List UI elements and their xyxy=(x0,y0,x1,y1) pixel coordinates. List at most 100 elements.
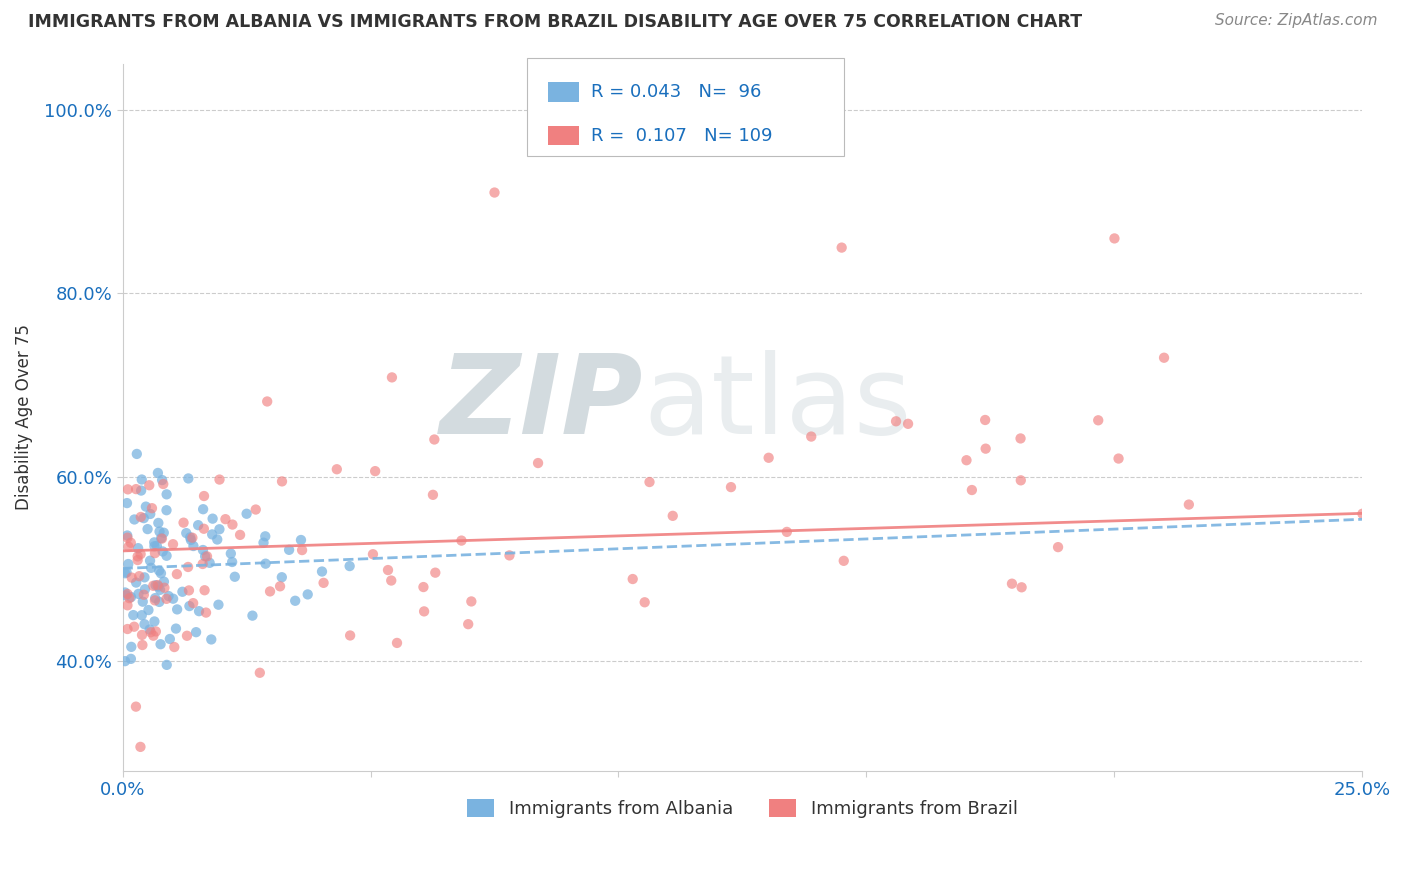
Point xyxy=(117,557,139,571)
Point xyxy=(960,483,983,497)
Point xyxy=(146,539,169,553)
Point xyxy=(270,570,292,584)
Point xyxy=(149,637,172,651)
Point xyxy=(364,464,387,478)
Point xyxy=(143,535,166,549)
Point xyxy=(207,598,229,612)
Point xyxy=(132,588,155,602)
Point xyxy=(124,512,146,526)
Point xyxy=(127,549,149,564)
Point xyxy=(131,608,153,623)
Point xyxy=(897,417,920,431)
Point xyxy=(131,628,153,642)
Point xyxy=(114,589,136,603)
Point xyxy=(423,433,446,447)
Point xyxy=(1004,800,1026,814)
Point xyxy=(153,581,176,595)
Point xyxy=(132,595,155,609)
Point xyxy=(249,665,271,680)
Point xyxy=(242,608,264,623)
Point xyxy=(974,413,997,427)
Point xyxy=(412,580,434,594)
Point xyxy=(148,564,170,578)
Point xyxy=(163,640,186,654)
Text: R =  0.107   N= 109: R = 0.107 N= 109 xyxy=(591,127,772,145)
Point xyxy=(132,511,155,525)
Point xyxy=(200,632,222,647)
Point xyxy=(457,617,479,632)
Point xyxy=(134,582,156,597)
Point xyxy=(145,624,167,639)
Point xyxy=(290,533,312,547)
Point xyxy=(114,585,136,599)
Point xyxy=(139,625,162,640)
Point xyxy=(165,622,187,636)
Point xyxy=(312,575,335,590)
Point xyxy=(134,570,156,584)
Point xyxy=(156,657,179,672)
Point xyxy=(380,574,402,588)
Point xyxy=(484,186,506,200)
Point xyxy=(245,502,267,516)
Point xyxy=(129,483,152,498)
Point xyxy=(166,567,188,582)
Point xyxy=(208,473,231,487)
Point xyxy=(162,537,184,551)
Point xyxy=(143,546,166,560)
Point xyxy=(127,587,149,601)
Point xyxy=(180,533,202,547)
Point xyxy=(884,414,907,428)
Point xyxy=(831,241,853,255)
Point xyxy=(311,565,333,579)
Point xyxy=(149,582,172,597)
Point xyxy=(1001,576,1024,591)
Point xyxy=(179,530,201,544)
Point xyxy=(498,549,520,563)
Point xyxy=(219,547,242,561)
Point xyxy=(776,524,799,539)
Point xyxy=(115,566,138,580)
Point xyxy=(152,525,174,540)
Point xyxy=(339,628,361,642)
Point xyxy=(125,447,148,461)
Point xyxy=(638,475,661,489)
Point xyxy=(181,531,204,545)
Point xyxy=(1108,451,1130,466)
Point xyxy=(181,596,204,610)
Text: ZIP: ZIP xyxy=(440,350,644,457)
Point xyxy=(207,533,229,547)
Point xyxy=(120,652,142,666)
Point xyxy=(201,511,224,525)
Point xyxy=(136,522,159,536)
Point xyxy=(127,541,149,556)
Point xyxy=(208,522,231,536)
Point xyxy=(326,462,349,476)
Point xyxy=(115,496,138,510)
Point xyxy=(1010,432,1032,446)
Point xyxy=(179,599,201,613)
Text: R = 0.043   N=  96: R = 0.043 N= 96 xyxy=(591,83,761,101)
Point xyxy=(177,471,200,485)
Point xyxy=(150,532,173,546)
Point xyxy=(122,608,145,623)
Point xyxy=(194,583,217,598)
Point xyxy=(148,580,170,594)
Point xyxy=(148,516,170,530)
Point xyxy=(131,638,153,652)
Point xyxy=(131,473,153,487)
Point xyxy=(118,591,141,606)
Point xyxy=(152,544,174,558)
Point xyxy=(156,487,179,501)
Point xyxy=(176,629,198,643)
Point xyxy=(460,594,482,608)
Point xyxy=(120,535,142,549)
Point xyxy=(184,625,207,640)
Point xyxy=(125,575,148,590)
Point xyxy=(195,549,218,564)
Point xyxy=(117,483,139,497)
Point xyxy=(145,578,167,592)
Point xyxy=(198,556,221,570)
Point xyxy=(139,561,162,575)
Point xyxy=(214,512,236,526)
Point xyxy=(1153,351,1175,365)
